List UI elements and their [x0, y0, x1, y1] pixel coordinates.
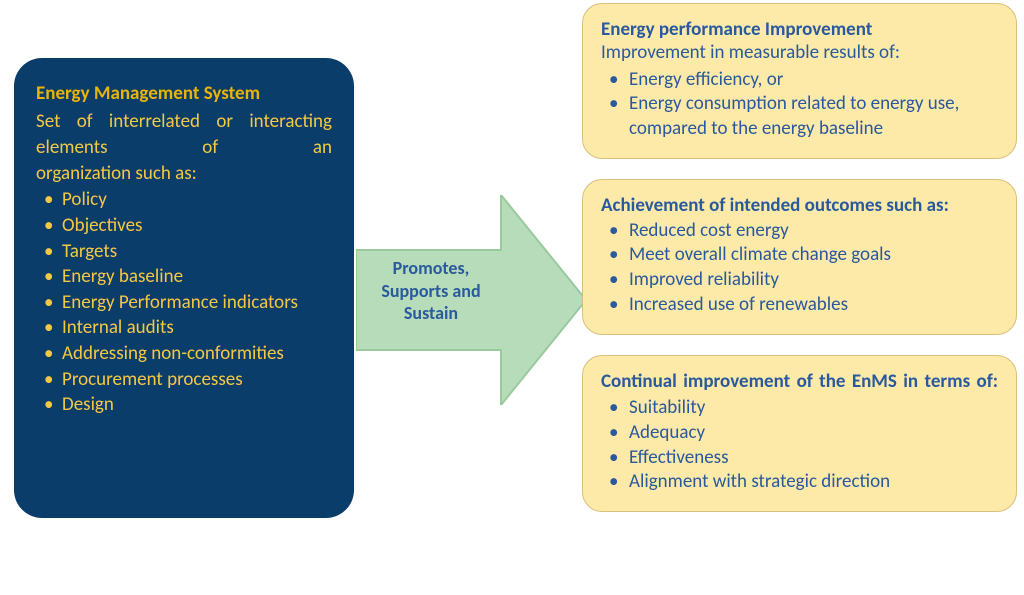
outcome-item: Energy efficiency, or: [605, 68, 998, 93]
enms-subtitle-line2: organization such as:: [36, 162, 332, 185]
outcome-item: Energy consumption related to energy use…: [605, 92, 998, 141]
enms-item: Addressing non-conformities: [42, 341, 332, 367]
enms-item: Energy Performance indicators: [42, 290, 332, 316]
outcome-item: Effectiveness: [605, 446, 998, 471]
outcome-box: Achievement of intended outcomes such as…: [582, 179, 1017, 335]
outcome-item: Suitability: [605, 396, 998, 421]
outcomes-column: Energy performance ImprovementImprovemen…: [582, 3, 1017, 512]
outcome-box: Continual improvement of the EnMS in ter…: [582, 355, 1017, 512]
enms-item: Policy: [42, 187, 332, 213]
outcome-subtitle: Improvement in measurable results of:: [601, 41, 998, 66]
outcome-item: Reduced cost energy: [605, 219, 998, 244]
outcome-item: Adequacy: [605, 421, 998, 446]
enms-item: Procurement processes: [42, 367, 332, 393]
enms-definition-box: Energy Management System Set of interrel…: [14, 58, 354, 518]
outcome-item: Meet overall climate change goals: [605, 243, 998, 268]
enms-item: Energy baseline: [42, 264, 332, 290]
outcome-item: Increased use of renewables: [605, 293, 998, 318]
enms-subtitle-line1: Set of interrelated or interacting eleme…: [36, 109, 332, 160]
outcome-item: Improved reliability: [605, 268, 998, 293]
outcome-subtitle: Continual improvement of the EnMS in ter…: [601, 370, 998, 395]
outcome-title: Energy performance Improvement: [601, 18, 998, 41]
enms-item-list: PolicyObjectivesTargetsEnergy baselineEn…: [36, 187, 332, 418]
outcome-list: Reduced cost energyMeet overall climate …: [601, 219, 998, 318]
outcome-title: Achievement of intended outcomes such as…: [601, 194, 998, 217]
outcome-list: SuitabilityAdequacyEffectivenessAlignmen…: [601, 396, 998, 495]
outcome-item: Alignment with strategic direction: [605, 470, 998, 495]
arrow-label: Promotes, Supports and Sustain: [366, 257, 496, 325]
flow-arrow: Promotes, Supports and Sustain: [356, 195, 586, 405]
outcome-list: Energy efficiency, orEnergy consumption …: [601, 68, 998, 142]
enms-item: Design: [42, 392, 332, 418]
enms-item: Internal audits: [42, 315, 332, 341]
enms-title: Energy Management System: [36, 82, 332, 105]
enms-item: Objectives: [42, 213, 332, 239]
outcome-box: Energy performance ImprovementImprovemen…: [582, 3, 1017, 159]
enms-item: Targets: [42, 239, 332, 265]
